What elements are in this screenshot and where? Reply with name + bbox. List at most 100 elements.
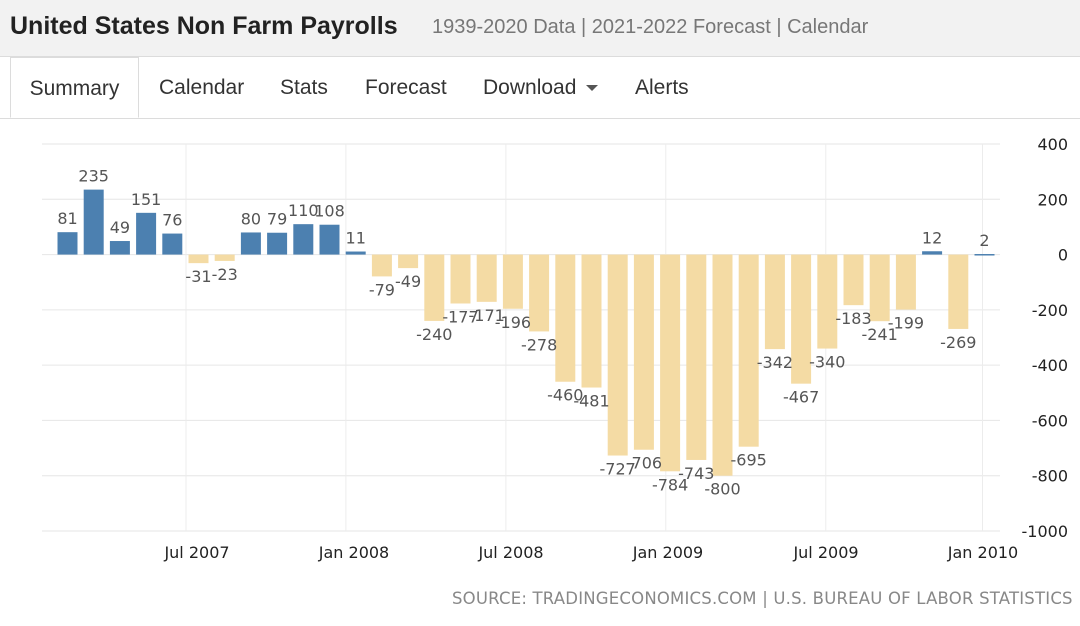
bar[interactable] <box>293 224 314 255</box>
data-label: 11 <box>346 229 366 248</box>
data-label: -171 <box>469 306 505 325</box>
data-label: 76 <box>162 211 182 230</box>
tab-alerts-label: Alerts <box>635 76 689 99</box>
y-tick-label: 200 <box>1037 190 1068 209</box>
chart-y-axis: 400 200 0 -200 -400 -600 -800 -1000 <box>1022 135 1069 541</box>
x-tick-label: Jul 2008 <box>477 543 543 562</box>
bar[interactable] <box>869 254 890 322</box>
tab-stats[interactable]: Stats <box>280 57 328 118</box>
bar[interactable] <box>948 254 969 329</box>
bar[interactable] <box>712 254 733 476</box>
tab-download-label: Download <box>483 76 577 99</box>
bar[interactable] <box>109 241 130 255</box>
data-label: -342 <box>757 353 793 372</box>
data-label: -467 <box>783 388 819 407</box>
y-tick-label: -1000 <box>1022 522 1069 541</box>
bar[interactable] <box>371 254 392 277</box>
data-label: 49 <box>110 218 130 237</box>
bar[interactable] <box>450 254 471 304</box>
data-label: -177 <box>442 307 478 326</box>
x-tick-label: Jan 2010 <box>947 543 1018 562</box>
y-tick-label: 0 <box>1058 246 1068 265</box>
bar[interactable] <box>895 254 916 310</box>
bar[interactable] <box>57 232 78 255</box>
bar[interactable] <box>817 254 838 349</box>
bar[interactable] <box>476 254 497 302</box>
source-note: SOURCE: TRADINGECONOMICS.COM | U.S. BURE… <box>452 589 1073 608</box>
bar[interactable] <box>555 254 576 382</box>
bar[interactable] <box>398 254 419 269</box>
data-label: -727 <box>600 460 636 479</box>
data-label: -800 <box>704 480 740 499</box>
bar[interactable] <box>136 212 157 255</box>
bar[interactable] <box>319 224 340 255</box>
data-label: -278 <box>521 335 557 354</box>
bar[interactable] <box>188 254 209 264</box>
bar[interactable] <box>974 254 995 256</box>
data-label: 2 <box>979 231 989 250</box>
data-label: -481 <box>573 392 609 411</box>
bar[interactable] <box>83 189 104 255</box>
data-label: -79 <box>369 280 395 299</box>
tab-forecast[interactable]: Forecast <box>365 57 447 118</box>
bar[interactable] <box>581 254 602 388</box>
tab-calendar[interactable]: Calendar <box>159 57 244 118</box>
data-label: -196 <box>495 313 531 332</box>
bar[interactable] <box>764 254 785 350</box>
x-tick-label: Jan 2008 <box>318 543 389 562</box>
page-subtitle-links[interactable]: 1939-2020 Data | 2021-2022 Forecast | Ca… <box>432 16 869 38</box>
data-label: 12 <box>922 228 942 247</box>
bar[interactable] <box>791 254 812 384</box>
data-label: -706 <box>626 454 662 473</box>
tab-download[interactable]: Download <box>483 57 599 118</box>
data-label: -241 <box>862 325 898 344</box>
tab-calendar-label: Calendar <box>159 76 245 99</box>
bar[interactable] <box>686 254 707 460</box>
y-tick-label: -800 <box>1032 467 1068 486</box>
data-label: -784 <box>652 475 688 494</box>
y-tick-label: -400 <box>1032 356 1068 375</box>
bar[interactable] <box>240 232 261 255</box>
bar[interactable] <box>345 251 366 255</box>
chart-bars <box>57 189 995 476</box>
bar[interactable] <box>424 254 445 321</box>
data-label: 79 <box>267 210 287 229</box>
data-label: 81 <box>57 209 77 228</box>
chevron-down-icon <box>586 85 599 92</box>
tab-forecast-label: Forecast <box>365 76 447 99</box>
bar[interactable] <box>607 254 628 456</box>
bar[interactable] <box>267 232 288 255</box>
bar[interactable] <box>162 233 183 255</box>
data-label: 235 <box>78 167 109 186</box>
data-label: -31 <box>185 267 211 286</box>
bar[interactable] <box>502 254 523 309</box>
bar[interactable] <box>660 254 681 472</box>
data-label: 108 <box>314 202 345 221</box>
bar[interactable] <box>633 254 654 450</box>
bar[interactable] <box>529 254 550 332</box>
tab-stats-label: Stats <box>280 76 328 99</box>
data-label: -240 <box>416 325 452 344</box>
data-label: -460 <box>547 386 583 405</box>
x-tick-label: Jul 2009 <box>792 543 858 562</box>
tab-summary[interactable]: Summary <box>10 57 139 118</box>
tab-summary-label: Summary <box>29 77 120 100</box>
data-label: -340 <box>809 353 845 372</box>
tab-alerts[interactable]: Alerts <box>635 57 689 118</box>
bar[interactable] <box>738 254 759 447</box>
x-tick-label: Jan 2009 <box>632 543 703 562</box>
data-label: -743 <box>678 464 714 483</box>
bar[interactable] <box>843 254 864 306</box>
data-label: -695 <box>731 451 767 470</box>
data-label: -183 <box>835 309 871 328</box>
y-tick-label: -200 <box>1032 301 1068 320</box>
data-label: -23 <box>212 265 238 284</box>
y-tick-label: -600 <box>1032 411 1068 430</box>
tab-bar: Summary Calendar Stats Forecast Download… <box>0 57 1080 119</box>
bar[interactable] <box>922 251 943 255</box>
bar[interactable] <box>214 254 235 261</box>
x-tick-label: Jul 2007 <box>163 543 229 562</box>
data-label: -269 <box>940 333 976 352</box>
